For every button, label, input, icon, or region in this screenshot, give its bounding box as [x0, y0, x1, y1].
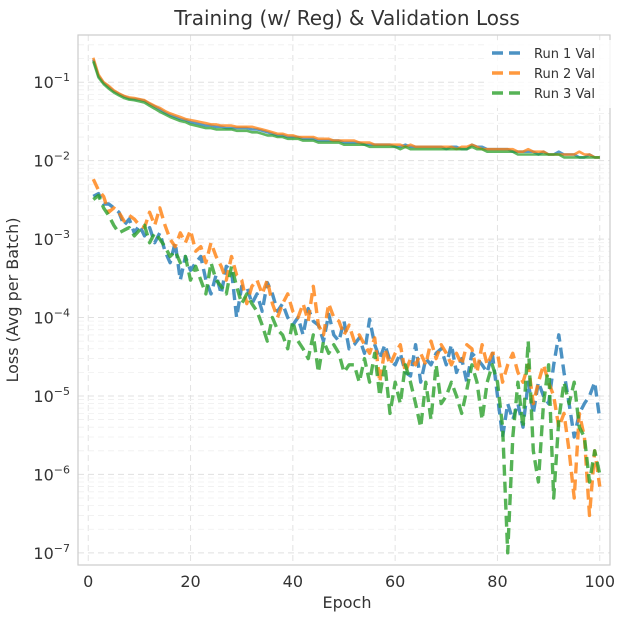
y-tick-label: 10−1 — [33, 71, 70, 92]
x-axis-label: Epoch — [323, 593, 372, 612]
y-tick-label: 10−6 — [33, 463, 70, 484]
validation-group — [91, 178, 602, 555]
y-tick-label: 10−5 — [33, 385, 70, 406]
x-tick-labels: 0 20 40 60 80 100 — [83, 572, 615, 591]
train-line-run-2 — [92, 57, 600, 159]
legend: Run 1 Val Run 2 Val Run 3 Val — [484, 40, 612, 108]
plot-frame — [77, 34, 611, 566]
y-tick-label: 10−3 — [33, 228, 70, 249]
val-line-run-3 — [92, 193, 602, 555]
y-axis-label: Loss (Avg per Batch) — [3, 217, 22, 382]
legend-label: Run 1 Val — [534, 47, 595, 62]
x-tick-label: 0 — [83, 572, 93, 591]
x-tick-label: 100 — [584, 572, 615, 591]
grid-layer — [78, 34, 610, 565]
y-tick-label: 10−2 — [33, 150, 70, 171]
y-tick-label: 10−4 — [33, 307, 70, 328]
legend-box — [484, 40, 612, 108]
x-tick-label: 60 — [385, 572, 405, 591]
y-tick-label: 10−7 — [33, 542, 70, 563]
legend-items: Run 1 Val Run 2 Val Run 3 Val — [492, 47, 595, 102]
x-tick-label: 40 — [283, 572, 303, 591]
val-line-run-2 — [91, 178, 602, 518]
train-line-run-3 — [92, 60, 600, 159]
legend-label: Run 3 Val — [534, 87, 595, 102]
x-tick-label: 20 — [180, 572, 200, 591]
chart-title: Training (w/ Reg) & Validation Loss — [173, 6, 520, 30]
x-tick-label: 80 — [487, 572, 507, 591]
y-tick-labels: 10−7 10−6 10−5 10−4 10−3 10−2 10−1 — [33, 71, 70, 563]
legend-label: Run 2 Val — [534, 67, 595, 82]
validation-lines — [91, 178, 602, 555]
training-lines — [92, 57, 600, 159]
